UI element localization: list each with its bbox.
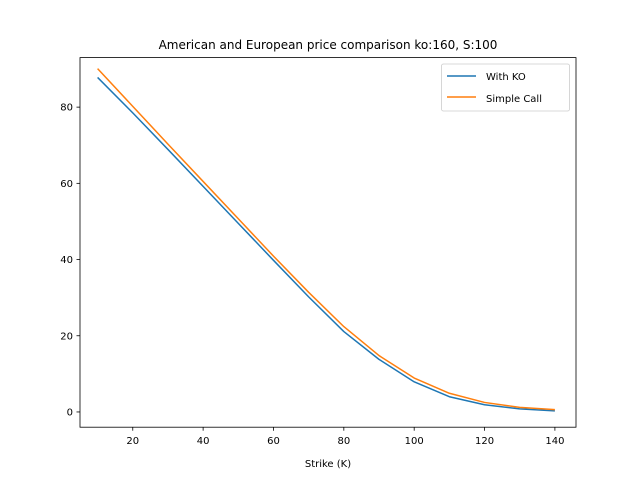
y-axis: 0 20 40 60 80 <box>60 103 80 418</box>
legend-label-with-ko: With KO <box>486 72 526 83</box>
x-tick-label: 40 <box>197 436 210 447</box>
x-tick-label: 60 <box>267 436 280 447</box>
series-line-with-ko <box>97 76 555 412</box>
x-axis-label: Strike (K) <box>305 459 351 470</box>
y-tick-label: 20 <box>60 331 73 342</box>
series-lines <box>97 68 555 412</box>
y-tick-label: 60 <box>60 179 73 190</box>
y-tick-label: 80 <box>60 103 73 114</box>
x-tick-label: 120 <box>475 436 494 447</box>
y-tick-label: 40 <box>60 255 73 266</box>
legend-label-simple-call: Simple Call <box>486 94 542 105</box>
x-tick-label: 140 <box>545 436 564 447</box>
x-axis: 20 40 60 80 100 120 140 <box>126 427 564 447</box>
plot-area <box>79 57 577 428</box>
x-tick-label: 80 <box>337 436 350 447</box>
chart-title: American and European price comparison k… <box>159 38 498 52</box>
x-tick-label: 20 <box>126 436 139 447</box>
legend: With KO Simple Call <box>441 63 570 112</box>
series-line-simple-call <box>97 68 555 411</box>
y-tick-label: 0 <box>67 407 73 418</box>
x-tick-label: 100 <box>405 436 424 447</box>
